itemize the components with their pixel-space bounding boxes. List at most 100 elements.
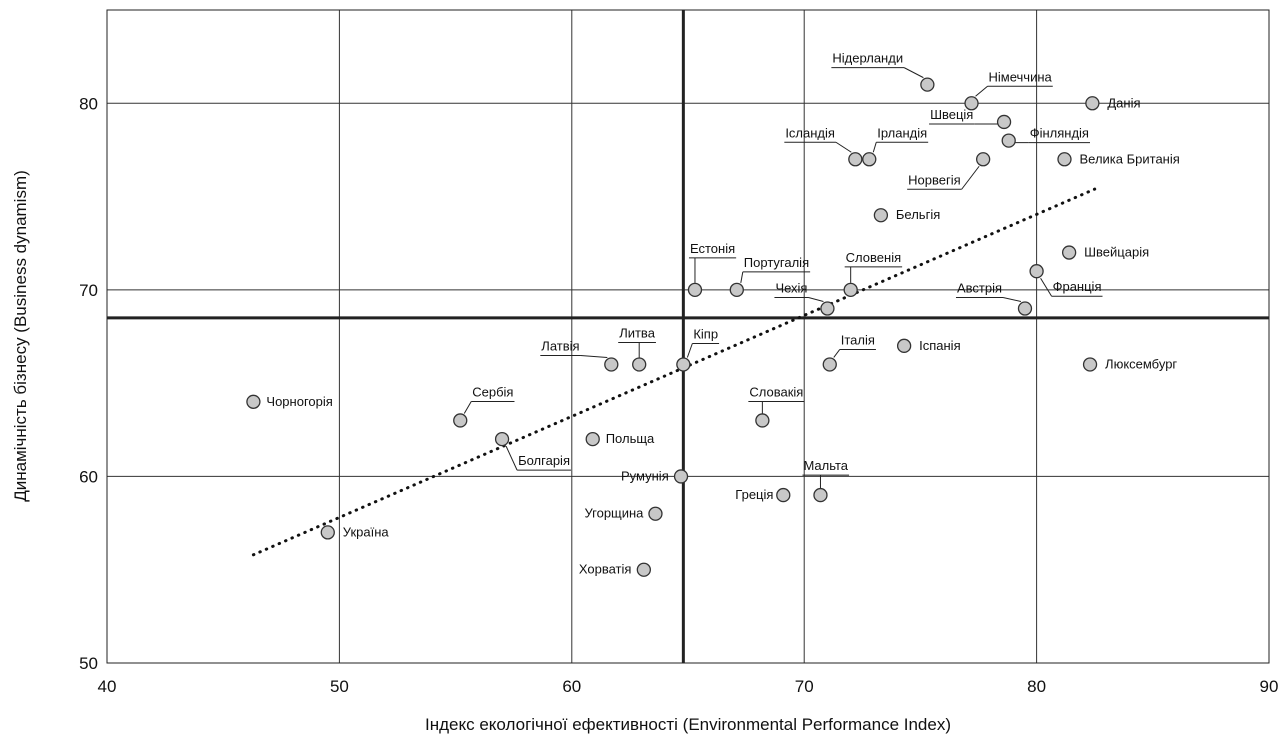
x-tick-label: 80: [1027, 677, 1046, 696]
data-point: [1029, 264, 1044, 279]
label-leader-line: [1040, 277, 1053, 297]
point-label: Словакія: [749, 384, 803, 399]
x-tick-label: 60: [562, 677, 581, 696]
data-point: [494, 431, 510, 447]
data-point: [687, 282, 703, 298]
point-label: Естонія: [690, 241, 735, 256]
point-label: Польща: [606, 431, 655, 446]
data-point: [896, 338, 912, 353]
data-points: [246, 77, 1100, 577]
label-leader-line: [961, 165, 980, 190]
label-leader-line: [808, 297, 824, 302]
point-label: Угорщина: [584, 506, 644, 521]
data-point: [1085, 96, 1100, 111]
point-label: Литва: [619, 325, 656, 340]
plot-frame: [106, 9, 1270, 664]
point-label: Латвія: [541, 338, 579, 353]
x-tick-label: 70: [795, 677, 814, 696]
label-leader-line: [835, 141, 852, 153]
label-leader-line: [1002, 297, 1022, 303]
point-label: Бельгія: [896, 207, 940, 222]
point-label: Португалія: [744, 255, 809, 270]
point-label: Хорватія: [579, 562, 632, 577]
data-point: [755, 413, 770, 428]
data-point: [676, 357, 691, 372]
y-axis-title: Динамічність бізнесу (Business dynamism): [11, 170, 30, 502]
data-point: [604, 357, 619, 372]
data-point: [820, 301, 835, 316]
data-point: [848, 152, 863, 167]
label-leader-line: [463, 401, 472, 414]
data-point: [1057, 152, 1072, 167]
data-point: [1017, 301, 1033, 316]
point-label: Сербія: [472, 384, 513, 399]
point-label: Німеччина: [989, 69, 1053, 84]
point-label: Чехія: [775, 281, 807, 296]
point-label: Болгарія: [518, 453, 570, 468]
data-point: [453, 413, 468, 428]
point-label: Ісландія: [785, 125, 835, 140]
data-point: [585, 431, 600, 447]
data-point: [632, 357, 647, 372]
label-leader-line: [975, 85, 988, 97]
data-point: [673, 469, 689, 484]
y-tick-label: 50: [79, 654, 98, 673]
point-label: Нідерланди: [832, 51, 903, 66]
point-label: Данія: [1107, 95, 1140, 110]
point-label: Італія: [841, 332, 875, 347]
data-point: [873, 208, 889, 223]
data-point: [776, 487, 791, 503]
point-label: Велика Британія: [1079, 151, 1179, 166]
point-labels: Нідерланди Німеччина Данія Ісландія Ірландія…: [266, 51, 1179, 577]
label-leader-line: [833, 349, 841, 358]
label-leader-line: [872, 142, 877, 153]
point-label: Франція: [1053, 279, 1102, 294]
x-tick-label: 90: [1260, 677, 1279, 696]
label-leader-line: [903, 67, 924, 79]
label-leader-line: [580, 354, 608, 358]
point-label: Україна: [343, 524, 390, 539]
y-tick-label: 60: [79, 467, 98, 486]
label-leader-line: [686, 343, 693, 358]
point-label: Норвегія: [908, 172, 961, 187]
trendline: [251, 187, 1097, 557]
data-point: [1082, 357, 1098, 372]
data-point: [862, 152, 877, 167]
data-point: [648, 506, 663, 521]
data-point: [813, 487, 828, 503]
label-leader-line: [505, 445, 518, 471]
label-leader-line: [740, 271, 744, 283]
data-point: [729, 282, 744, 298]
point-label: Іспанія: [919, 338, 961, 353]
x-tick-label: 40: [98, 677, 117, 696]
point-label: Греція: [735, 487, 773, 502]
data-point: [636, 562, 651, 577]
x-axis-title: Індекс екологічної ефективності (Environ…: [425, 715, 951, 734]
point-label: Кіпр: [693, 326, 718, 341]
data-point: [964, 96, 979, 111]
x-tick-label: 50: [330, 677, 349, 696]
label-leaders: [463, 67, 1103, 489]
data-point: [1001, 133, 1016, 148]
data-point: [822, 357, 837, 372]
y-tick-labels: 50 60 70 80: [79, 94, 98, 673]
point-label: Швейцарія: [1084, 245, 1149, 260]
point-label: Ірландія: [877, 125, 927, 140]
data-point: [843, 282, 858, 298]
point-label: Словенія: [846, 250, 901, 265]
data-point: [1061, 245, 1077, 260]
data-point: [996, 114, 1012, 130]
data-point: [246, 394, 261, 409]
point-label: Фінляндія: [1030, 126, 1089, 141]
y-tick-label: 80: [79, 94, 98, 113]
data-point: [920, 77, 935, 92]
data-point: [975, 152, 991, 167]
data-point: [320, 525, 335, 540]
y-tick-label: 70: [79, 281, 98, 300]
point-label: Люксембург: [1105, 356, 1177, 371]
trendline-path: [251, 187, 1097, 557]
x-tick-labels: 40 50 60 70 80 90: [98, 677, 1279, 696]
point-label: Швеція: [930, 107, 973, 122]
point-label: Австрія: [957, 281, 1002, 296]
